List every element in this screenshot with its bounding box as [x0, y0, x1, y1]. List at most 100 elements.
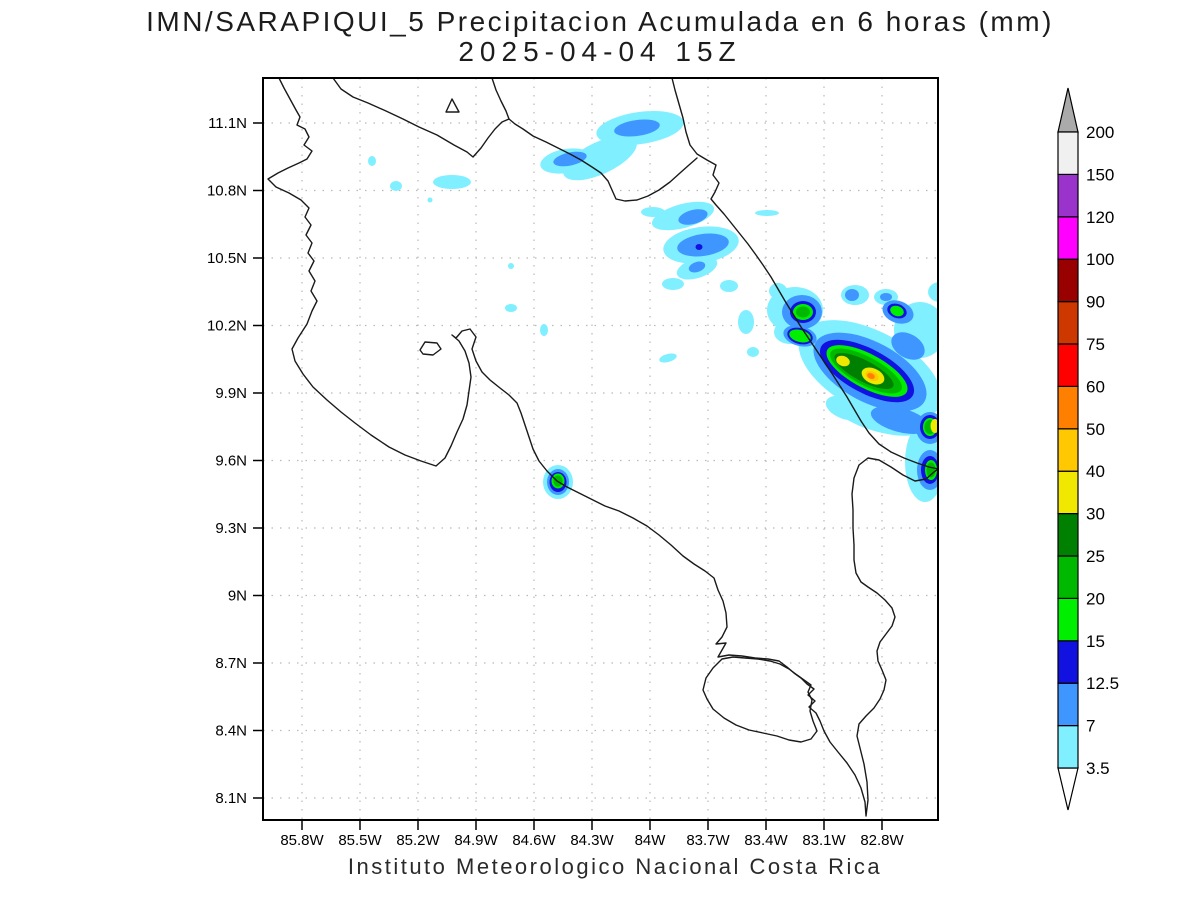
colorbar-segment: [1057, 555, 1079, 600]
colorbar-label: 120: [1086, 208, 1114, 227]
lon-tick-label: 84.9W: [454, 832, 498, 849]
precip-blob: [614, 119, 660, 137]
precip-blob: [890, 305, 904, 317]
lat-tick-label: 9.6N: [215, 453, 247, 470]
precip-blob: [368, 156, 376, 166]
colorbar-segment: [1057, 470, 1079, 515]
precip-blob: [433, 175, 471, 189]
precip-blob: [677, 233, 729, 257]
precip-blob: [688, 261, 706, 273]
colorbar-segment: [1057, 597, 1079, 642]
lat-tick-label: 10.5N: [207, 250, 247, 267]
lat-tick-label: 9N: [228, 588, 247, 605]
precip-blob: [695, 244, 703, 250]
lon-tick-label: 84.3W: [570, 832, 614, 849]
colorbar-segment: [1057, 512, 1079, 557]
footer-attribution: Instituto Meteorologico Nacional Costa R…: [347, 854, 883, 879]
colorbar-label: 7: [1086, 717, 1095, 736]
precip-blob: [563, 135, 637, 181]
colorbar-label: 90: [1086, 293, 1105, 312]
colorbar-label: 60: [1086, 377, 1105, 396]
precip-blob: [891, 332, 925, 360]
colorbar-segment: [1057, 258, 1079, 303]
colorbar-segment: [1057, 216, 1079, 260]
lon-tick-label: 82.8W: [860, 832, 904, 849]
colorbar-label: 75: [1086, 335, 1105, 354]
precip-blob: [540, 324, 548, 336]
map-title: IMN/SARAPIQUI_5 Precipitacion Acumulada …: [146, 6, 1054, 37]
lat-tick-label: 11.1N: [208, 115, 247, 132]
colorbar-segment: [1057, 385, 1079, 430]
colorbar-segment: [1057, 640, 1079, 684]
precip-blob: [659, 353, 677, 363]
precipitation-shading: [368, 111, 938, 502]
colorbar-label: 200: [1086, 123, 1114, 142]
precip-level-7: [547, 119, 938, 495]
plot-border: [262, 77, 939, 821]
precip-blob: [769, 283, 787, 299]
colorbar-segment: [1057, 173, 1079, 218]
colorbar-segment: [1057, 724, 1079, 769]
precip-level-50: [867, 372, 875, 380]
colorbar-label: 25: [1086, 547, 1105, 566]
precip-blob: [738, 310, 754, 334]
lon-tick-label: 84.6W: [512, 832, 556, 849]
precip-blob: [880, 293, 892, 301]
precip-blob: [720, 280, 738, 292]
lake-island: [445, 98, 460, 113]
pacific-coastline: [267, 78, 938, 817]
colorbar-label: 150: [1086, 165, 1114, 184]
colorbar-segment: [1057, 682, 1079, 727]
precip-blob: [678, 209, 708, 225]
precip-blob: [747, 347, 759, 357]
precip-blob: [390, 181, 402, 191]
lon-tick-label: 83.7W: [686, 832, 730, 849]
colorbar-lower-arrow: [1057, 767, 1079, 811]
lake-nicaragua-ne-shore-san-juan-river: [491, 78, 698, 202]
precip-blob: [845, 289, 859, 301]
coastlines: [267, 78, 938, 817]
colorbar-segment: [1057, 301, 1079, 345]
lat-tick-label: 8.1N: [215, 790, 247, 807]
precip-blob: [796, 306, 810, 318]
map-subtitle-datetime: 2025-04-04 15Z: [458, 36, 742, 67]
precip-blob: [836, 355, 850, 367]
axis-tick-labels: 11.1N 10.8N 10.5N 10.2N 9.9N 9.6N 9.3N 9N 8.7N 8.…: [207, 115, 905, 849]
lat-tick-label: 9.3N: [215, 520, 247, 537]
lake-nicaragua-sw-shore: [332, 78, 510, 158]
lon-tick-label: 85.5W: [338, 832, 382, 849]
colorbar-label: 15: [1086, 632, 1105, 651]
colorbar-segment: [1057, 343, 1079, 388]
precip-blob: [930, 419, 938, 433]
colorbar-label: 3.5: [1086, 759, 1110, 778]
colorbar-segment: [1057, 428, 1079, 472]
lat-tick-label: 8.4N: [215, 723, 247, 740]
lon-tick-label: 84W: [635, 832, 667, 849]
colorbar-label: 12.5: [1086, 674, 1119, 693]
colorbar-segment: [1057, 131, 1079, 176]
lon-tick-label: 85.2W: [396, 832, 440, 849]
colorbar-label: 50: [1086, 420, 1105, 439]
colorbar-label: 100: [1086, 250, 1114, 269]
precip-blob: [553, 151, 587, 167]
lat-tick-label: 8.7N: [215, 655, 247, 672]
precip-blob: [505, 304, 517, 312]
caribbean-coastline: [671, 78, 938, 470]
lat-tick-label: 9.9N: [215, 385, 247, 402]
osa-peninsula-outline: [702, 656, 818, 743]
colorbar-segments: [1057, 131, 1079, 769]
chira-island: [419, 341, 442, 356]
precip-blob: [928, 282, 938, 302]
precip-blob: [508, 263, 514, 269]
precip-level-3p5: [368, 111, 938, 502]
colorbar-label: 20: [1086, 589, 1105, 608]
precip-blob: [755, 210, 779, 216]
precip-blob: [662, 278, 684, 290]
lon-tick-label: 85.8W: [280, 832, 324, 849]
lat-tick-label: 10.8N: [207, 183, 247, 200]
axis-ticks: [253, 122, 883, 830]
precip-blob: [427, 197, 433, 203]
precip-blob: [867, 372, 875, 380]
lat-tick-label: 10.2N: [207, 318, 247, 335]
